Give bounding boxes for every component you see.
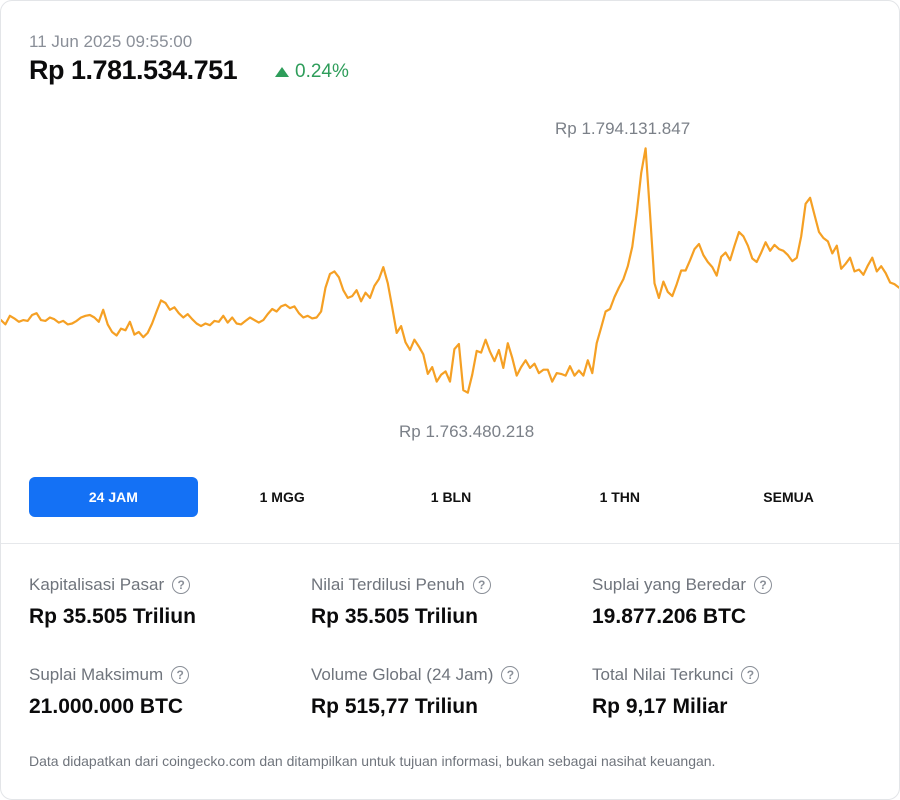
help-icon[interactable]: ? — [741, 666, 760, 684]
timeframe-tabs: 24 JAM 1 MGG 1 BLN 1 THN SEMUA — [29, 477, 873, 517]
data-source-disclaimer: Data didapatkan dari coingecko.com dan d… — [29, 753, 716, 769]
current-price: Rp 1.781.534.751 — [29, 55, 238, 85]
price-line-chart[interactable] — [1, 131, 899, 431]
stat-circulating-supply: Suplai yang Beredar? 19.877.206 BTC — [592, 575, 862, 629]
stat-label: Kapitalisasi Pasar — [29, 575, 165, 594]
stat-label: Nilai Terdilusi Penuh — [311, 575, 465, 594]
tab-semua[interactable]: SEMUA — [763, 489, 814, 505]
stat-value: Rp 35.505 Triliun — [29, 605, 196, 628]
section-divider — [1, 543, 899, 544]
help-icon[interactable]: ? — [472, 576, 491, 594]
chart-high-label: Rp 1.794.131.847 — [555, 119, 691, 138]
stat-fully-diluted: Nilai Terdilusi Penuh? Rp 35.505 Triliun — [311, 575, 581, 629]
stat-market-cap: Kapitalisasi Pasar? Rp 35.505 Triliun — [29, 575, 299, 629]
tab-1-mgg[interactable]: 1 MGG — [259, 489, 305, 505]
stat-label: Suplai Maksimum — [29, 665, 164, 684]
stat-label: Suplai yang Beredar — [592, 575, 747, 594]
stat-max-supply: Suplai Maksimum? 21.000.000 BTC — [29, 665, 299, 719]
tab-1-bln[interactable]: 1 BLN — [430, 489, 472, 505]
help-icon[interactable]: ? — [754, 576, 773, 594]
stat-global-volume: Volume Global (24 Jam)? Rp 515,77 Triliu… — [311, 665, 581, 719]
help-icon[interactable]: ? — [172, 576, 191, 594]
stat-total-value-locked: Total Nilai Terkunci? Rp 9,17 Miliar — [592, 665, 862, 719]
stat-value: 21.000.000 BTC — [29, 695, 184, 718]
stat-value: 19.877.206 BTC — [592, 605, 747, 628]
triangle-up-icon — [275, 67, 289, 77]
price-change-percent: 0.24% — [295, 61, 349, 82]
stat-label: Total Nilai Terkunci — [592, 665, 734, 684]
tab-1-thn[interactable]: 1 THN — [599, 489, 641, 505]
price-series-line — [1, 147, 899, 394]
stat-value: Rp 515,77 Triliun — [311, 695, 478, 718]
price-change: 0.24% — [275, 61, 349, 83]
help-icon[interactable]: ? — [501, 666, 520, 684]
help-icon[interactable]: ? — [171, 666, 190, 684]
stat-value: Rp 35.505 Triliun — [311, 605, 478, 628]
price-timestamp: 11 Jun 2025 09:55:00 — [29, 32, 193, 51]
stat-label: Volume Global (24 Jam) — [311, 665, 494, 684]
stat-value: Rp 9,17 Miliar — [592, 695, 728, 718]
tab-24-jam[interactable]: 24 JAM — [29, 477, 198, 517]
chart-low-label: Rp 1.763.480.218 — [399, 422, 535, 441]
